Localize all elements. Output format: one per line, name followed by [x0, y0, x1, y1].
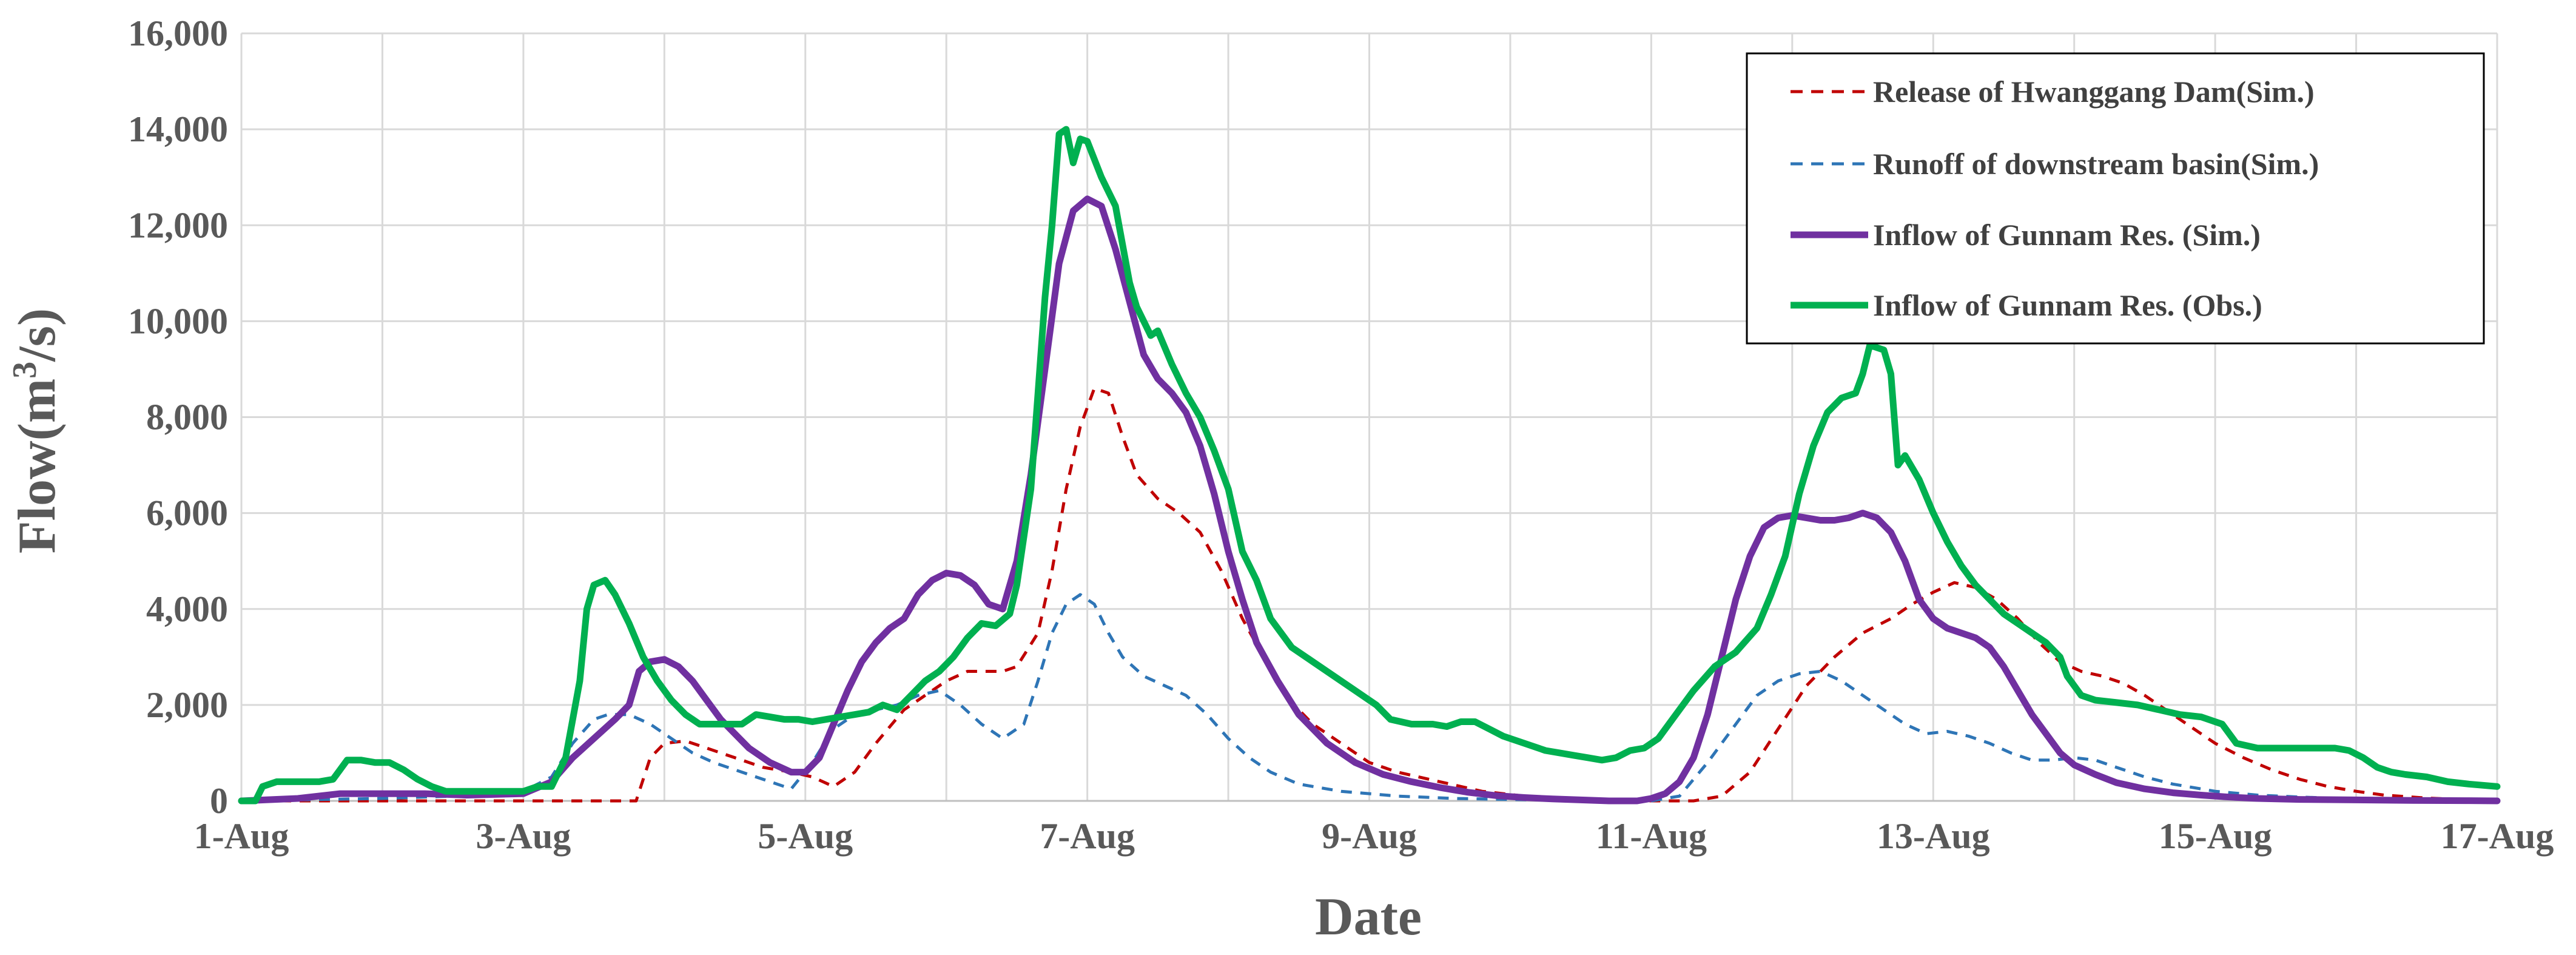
axes: 0 2,000 4,000 6,000 8,000 10,000 12,000 14,000 1…	[128, 13, 2554, 856]
x-tick-label-5-Aug: 5-Aug	[758, 816, 853, 856]
legend-box	[1746, 52, 2485, 345]
legend-label-inflow-obs: Inflow of Gunnam Res. (Obs.)	[1873, 288, 2262, 322]
legend-label-release: Release of Hwanggang Dam(Sim.)	[1873, 75, 2315, 109]
y-axis-title-sup: 3	[6, 362, 44, 379]
x-tick-label-3-Aug: 3-Aug	[476, 816, 571, 856]
x-tick-label-1-Aug: 1-Aug	[194, 816, 289, 856]
x-tick-label-9-Aug: 9-Aug	[1322, 816, 1417, 856]
x-tick-label-11-Aug: 11-Aug	[1596, 816, 1707, 856]
y-axis-title-pre: Flow(m	[8, 379, 67, 553]
y-tick-label-6000: 6,000	[146, 493, 228, 533]
x-tick-label-13-Aug: 13-Aug	[1877, 816, 1990, 856]
x-tick-label-7-Aug: 7-Aug	[1040, 816, 1135, 856]
series-line-1: Runoff of downstream basin(Sim.)	[241, 593, 2498, 803]
legend: Release of Hwanggang Dam(Sim.) Runoff of…	[1746, 52, 2485, 345]
x-tick-label-17-Aug: 17-Aug	[2441, 816, 2554, 856]
x-tick-label-15-Aug: 15-Aug	[2159, 816, 2272, 856]
y-tick-label-10000: 10,000	[128, 301, 228, 341]
series-line-2: Inflow of Gunnam Res. (Sim.)	[238, 195, 2501, 805]
y-tick-label-2000: 2,000	[146, 685, 228, 725]
y-tick-label-16000: 16,000	[128, 13, 228, 53]
legend-label-inflow-sim: Inflow of Gunnam Res. (Sim.)	[1873, 218, 2261, 252]
y-tick-label-8000: 8,000	[146, 397, 228, 437]
series-lines: Release of Hwanggang Dam(Sim.)Runoff of …	[238, 126, 2501, 805]
y-tick-label-12000: 12,000	[128, 205, 228, 245]
y-tick-label-4000: 4,000	[146, 589, 228, 629]
series-line-3: Inflow of Gunnam Res. (Obs.)	[238, 126, 2501, 805]
y-tick-label-0: 0	[210, 781, 228, 821]
x-axis-title: Date	[1315, 888, 1422, 947]
y-axis-title: Flow(m3/s)	[6, 308, 67, 553]
y-tick-label-14000: 14,000	[128, 109, 228, 149]
y-axis-title-post: /s)	[8, 308, 67, 362]
legend-label-runoff: Runoff of downstream basin(Sim.)	[1873, 147, 2319, 181]
